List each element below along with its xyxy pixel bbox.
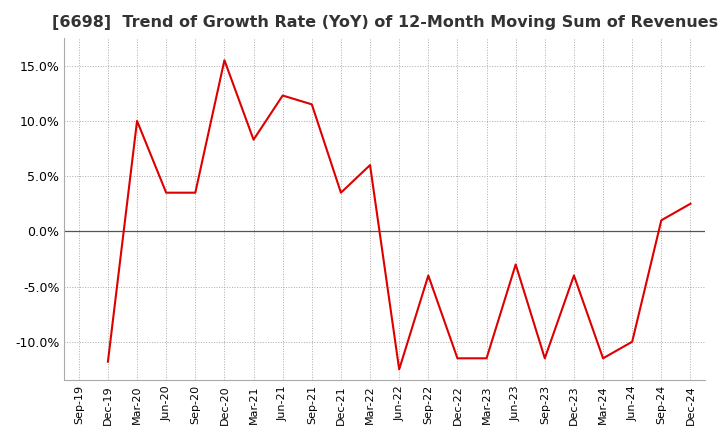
Title: [6698]  Trend of Growth Rate (YoY) of 12-Month Moving Sum of Revenues: [6698] Trend of Growth Rate (YoY) of 12-… [52, 15, 718, 30]
